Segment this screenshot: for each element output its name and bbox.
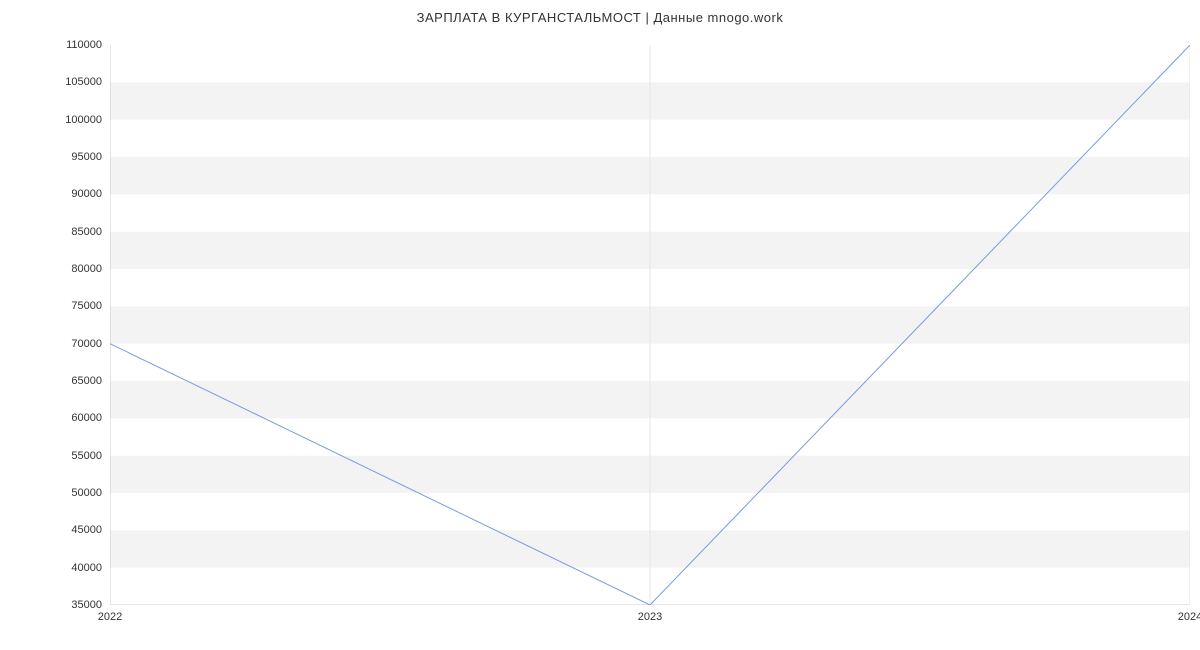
y-tick-label: 95000 [71, 151, 110, 163]
y-tick-label: 85000 [71, 226, 110, 238]
chart-plot-area: 3500040000450005000055000600006500070000… [110, 45, 1190, 605]
chart-svg [110, 45, 1190, 605]
y-tick-label: 105000 [65, 76, 110, 88]
y-tick-label: 50000 [71, 487, 110, 499]
y-tick-label: 60000 [71, 412, 110, 424]
y-tick-label: 90000 [71, 188, 110, 200]
x-tick-label: 2022 [98, 605, 122, 623]
y-tick-label: 100000 [65, 114, 110, 126]
chart-container: ЗАРПЛАТА В КУРГАНСТАЛЬМОСТ | Данные mnog… [0, 0, 1200, 650]
y-tick-label: 70000 [71, 338, 110, 350]
chart-title: ЗАРПЛАТА В КУРГАНСТАЛЬМОСТ | Данные mnog… [0, 10, 1200, 25]
y-tick-label: 55000 [71, 450, 110, 462]
y-tick-label: 110000 [66, 39, 110, 51]
y-tick-label: 75000 [71, 300, 110, 312]
y-tick-label: 80000 [71, 263, 110, 275]
y-tick-label: 40000 [71, 562, 110, 574]
y-tick-label: 65000 [71, 375, 110, 387]
x-tick-label: 2024 [1178, 605, 1200, 623]
x-tick-label: 2023 [638, 605, 662, 623]
y-tick-label: 45000 [71, 524, 110, 536]
